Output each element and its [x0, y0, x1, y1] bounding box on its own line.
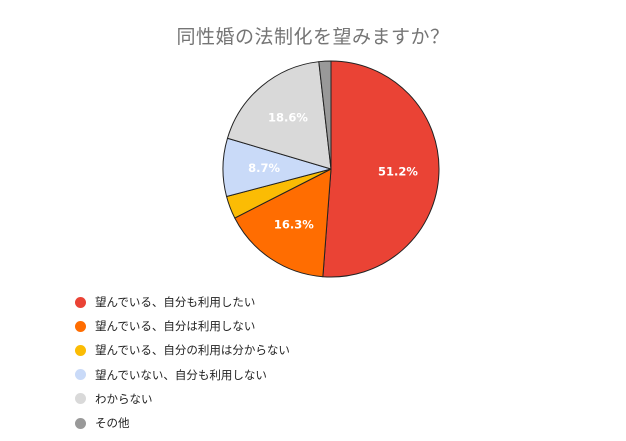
legend-swatch-4: [75, 393, 86, 405]
pie-slice-0: [322, 60, 440, 278]
legend-label-0: 望んでいる、自分も利用したい: [95, 295, 256, 310]
legend-item-3: 望んでいない、自分も利用しない: [75, 363, 290, 387]
pie-data-label-4: 18.6%: [268, 111, 308, 125]
legend-swatch-2: [75, 344, 86, 356]
pie-data-label-0: 51.2%: [378, 165, 418, 179]
legend: 望んでいる、自分も利用したい 望んでいる、自分は利用しない望んでいる、自分の利用は…: [75, 290, 290, 435]
pie-data-label-1: 16.3%: [274, 218, 314, 232]
legend-label-2: 望んでいる、自分の利用は分からない: [95, 343, 290, 358]
legend-item-0: 望んでいる、自分も利用したい: [75, 290, 290, 314]
pie-slice-4: [226, 61, 332, 170]
legend-swatch-1: [75, 320, 86, 332]
legend-label-4: わからない: [95, 391, 153, 406]
legend-swatch-0: [75, 296, 86, 308]
legend-item-2: 望んでいる、自分の利用は分からない: [75, 338, 290, 362]
legend-item-5: その他: [75, 411, 290, 435]
legend-swatch-5: [75, 417, 86, 429]
pie-slice-5: [318, 60, 332, 170]
legend-item-1: 望んでいる、自分は利用しない: [75, 314, 290, 338]
legend-swatch-3: [75, 369, 86, 381]
pie-slice-1: [234, 168, 332, 278]
legend-label-1: 望んでいる、自分は利用しない: [95, 319, 256, 334]
legend-label-3: 望んでいない、自分も利用しない: [95, 367, 267, 382]
legend-item-4: わからない: [75, 387, 290, 411]
pie-data-label-3: 8.7%: [248, 161, 280, 175]
legend-label-5: その他: [95, 416, 130, 431]
chart-title: 同性婚の法制化を望みますか？: [176, 26, 450, 48]
